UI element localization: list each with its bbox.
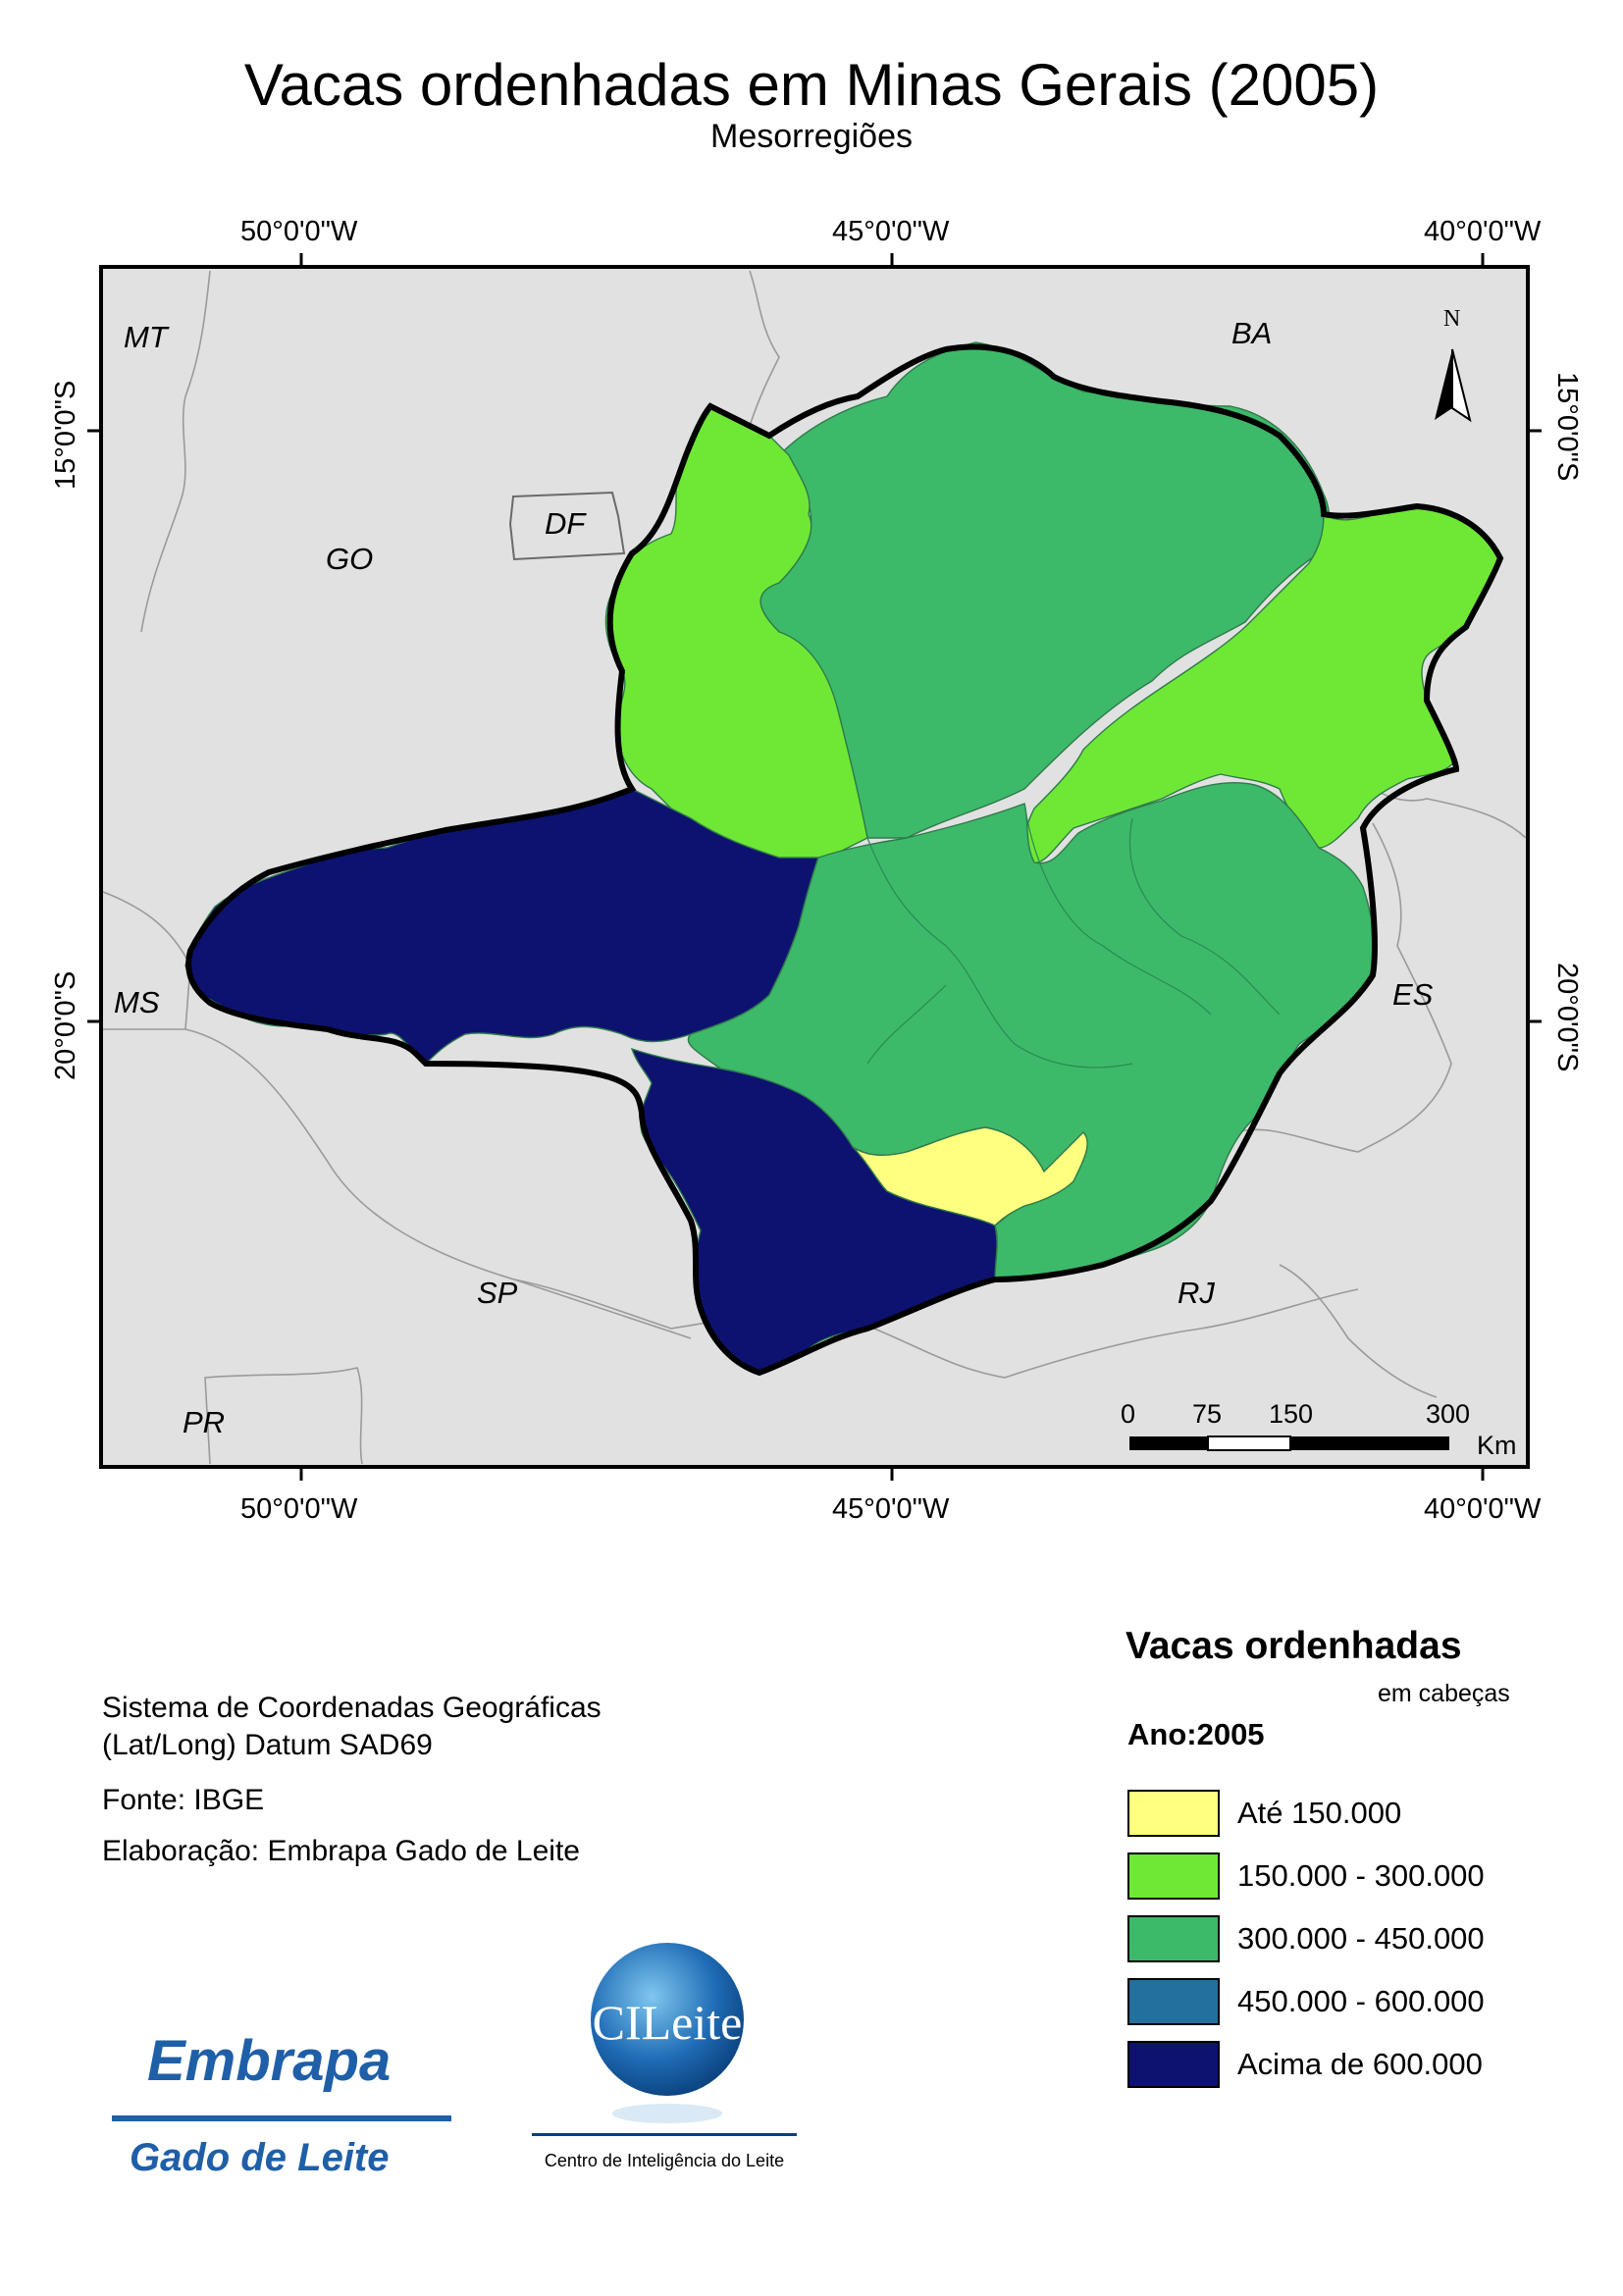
map-svg xyxy=(103,270,1526,1465)
lon-label-bottom-45w: 45°0'0"W xyxy=(832,1493,950,1525)
svg-text:Centro de Inteligência do Leit: Centro de Inteligência do Leite xyxy=(545,2151,784,2170)
state-label-es: ES xyxy=(1392,977,1434,1012)
svg-text:Gado de Leite: Gado de Leite xyxy=(130,2136,390,2179)
state-label-mt: MT xyxy=(124,320,168,354)
state-label-df: DF xyxy=(545,506,586,541)
legend-year: Ano:2005 xyxy=(1127,1717,1265,1751)
lon-label-bottom-40w: 40°0'0"W xyxy=(1424,1493,1542,1525)
svg-text:CILeite: CILeite xyxy=(593,1995,743,2050)
map-title: Vacas ordenhadas em Minas Gerais (2005) xyxy=(243,52,1380,118)
legend-swatch xyxy=(1127,1915,1220,1962)
legend-label: Acima de 600.000 xyxy=(1237,2047,1483,2081)
legend-swatch xyxy=(1127,1978,1220,2025)
svg-text:Embrapa: Embrapa xyxy=(147,2029,391,2093)
mg-border xyxy=(185,343,1504,1377)
scale-unit: Km xyxy=(1477,1431,1517,1460)
legend-label: 300.000 - 450.000 xyxy=(1237,1921,1485,1956)
north-arrow xyxy=(1435,348,1472,423)
region-central-mata[interactable] xyxy=(687,781,1376,1280)
legend-swatch xyxy=(1127,1852,1220,1900)
north-label: N xyxy=(1443,306,1461,332)
map-subtitle: Mesorregiões xyxy=(710,118,913,155)
scale-label-150: 150 xyxy=(1269,1399,1314,1429)
internal-borders xyxy=(866,803,1281,1069)
legend-label: 450.000 - 600.000 xyxy=(1237,1984,1485,2018)
scale-bar xyxy=(1129,1435,1449,1451)
region-campo-das-vertentes[interactable] xyxy=(852,1126,1088,1226)
legend-subtitle: em cabeças xyxy=(1378,1680,1510,1707)
state-label-pr: PR xyxy=(183,1405,226,1439)
source-text: Fonte: IBGE xyxy=(102,1784,265,1816)
legend-swatch xyxy=(1127,1790,1220,1837)
mg-regions xyxy=(184,341,1501,1374)
lon-label-top-50w: 50°0'0"W xyxy=(240,216,358,247)
df-border xyxy=(508,491,626,561)
state-label-sp: SP xyxy=(477,1276,518,1310)
state-label-go: GO xyxy=(326,542,374,576)
lon-label-top-40w: 40°0'0"W xyxy=(1424,216,1542,247)
scale-label-0: 0 xyxy=(1121,1399,1136,1429)
cileite-logo: CILeite Centro de Inteligência do Leite xyxy=(530,1941,799,2174)
scale-label-300: 300 xyxy=(1426,1399,1471,1429)
state-label-rj: RJ xyxy=(1178,1276,1215,1310)
author-text: Elaboração: Embrapa Gado de Leite xyxy=(102,1835,580,1867)
state-label-ms: MS xyxy=(114,985,160,1019)
embrapa-logo: Embrapa Gado de Leite xyxy=(108,2013,455,2186)
embrapa-logo-graphic: Embrapa Gado de Leite xyxy=(108,2013,455,2186)
coord-system-line2: (Lat/Long) Datum SAD69 xyxy=(102,1729,433,1761)
cileite-logo-graphic: CILeite Centro de Inteligência do Leite xyxy=(532,1943,797,2170)
state-label-ba: BA xyxy=(1231,316,1273,350)
lon-label-bottom-50w: 50°0'0"W xyxy=(240,1493,358,1525)
legend-label: 150.000 - 300.000 xyxy=(1237,1858,1485,1893)
lon-label-top-45w: 45°0'0"W xyxy=(832,216,950,247)
legend-label: Até 150.000 xyxy=(1237,1796,1402,1830)
map-frame[interactable]: MT BA GO DF MS ES SP RJ PR N 0 75 150 30… xyxy=(99,265,1530,1469)
coord-system-line1: Sistema de Coordenadas Geográficas xyxy=(102,1692,602,1724)
legend-swatch xyxy=(1127,2041,1220,2088)
scale-label-75: 75 xyxy=(1192,1399,1223,1429)
legend-title: Vacas ordenhadas xyxy=(1126,1625,1462,1667)
